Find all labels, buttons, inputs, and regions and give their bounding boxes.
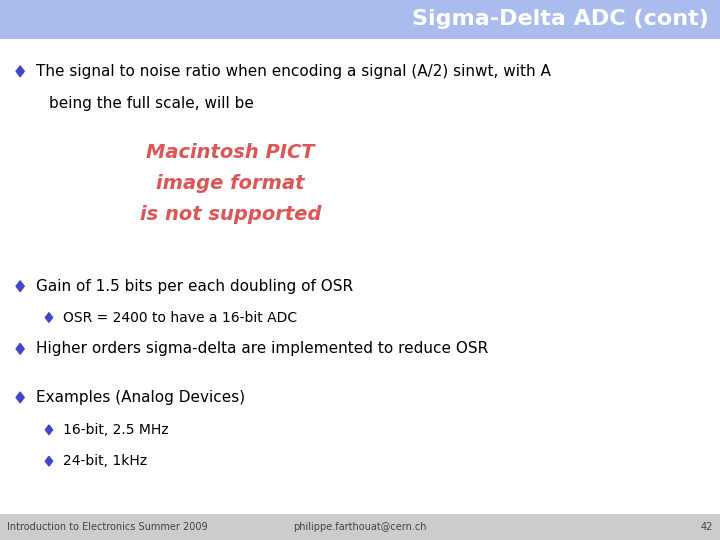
Text: Macintosh PICT: Macintosh PICT (146, 143, 315, 162)
Text: is not supported: is not supported (140, 205, 321, 225)
Polygon shape (16, 281, 24, 292)
Text: being the full scale, will be: being the full scale, will be (49, 96, 254, 111)
Text: Gain of 1.5 bits per each doubling of OSR: Gain of 1.5 bits per each doubling of OS… (36, 279, 353, 294)
Text: Sigma-Delta ADC (cont): Sigma-Delta ADC (cont) (413, 9, 709, 30)
Text: Examples (Analog Devices): Examples (Analog Devices) (36, 390, 245, 405)
Polygon shape (16, 392, 24, 403)
Text: philippe.farthouat@cern.ch: philippe.farthouat@cern.ch (293, 522, 427, 532)
Text: 42: 42 (701, 522, 713, 532)
Polygon shape (45, 456, 53, 466)
Text: Introduction to Electronics Summer 2009: Introduction to Electronics Summer 2009 (7, 522, 208, 532)
Polygon shape (45, 313, 53, 322)
Polygon shape (16, 343, 24, 354)
Text: OSR = 2400 to have a 16-bit ADC: OSR = 2400 to have a 16-bit ADC (63, 310, 297, 325)
Text: The signal to noise ratio when encoding a signal (A/2) sinwt, with A: The signal to noise ratio when encoding … (36, 64, 551, 79)
Polygon shape (16, 66, 24, 77)
Bar (0, 514, 720, 540)
Polygon shape (45, 425, 53, 435)
Text: 24-bit, 1kHz: 24-bit, 1kHz (63, 454, 148, 468)
Bar (0, 0, 720, 39)
Text: 16-bit, 2.5 MHz: 16-bit, 2.5 MHz (63, 423, 169, 437)
Text: image format: image format (156, 174, 305, 193)
Text: Higher orders sigma-delta are implemented to reduce OSR: Higher orders sigma-delta are implemente… (36, 341, 488, 356)
